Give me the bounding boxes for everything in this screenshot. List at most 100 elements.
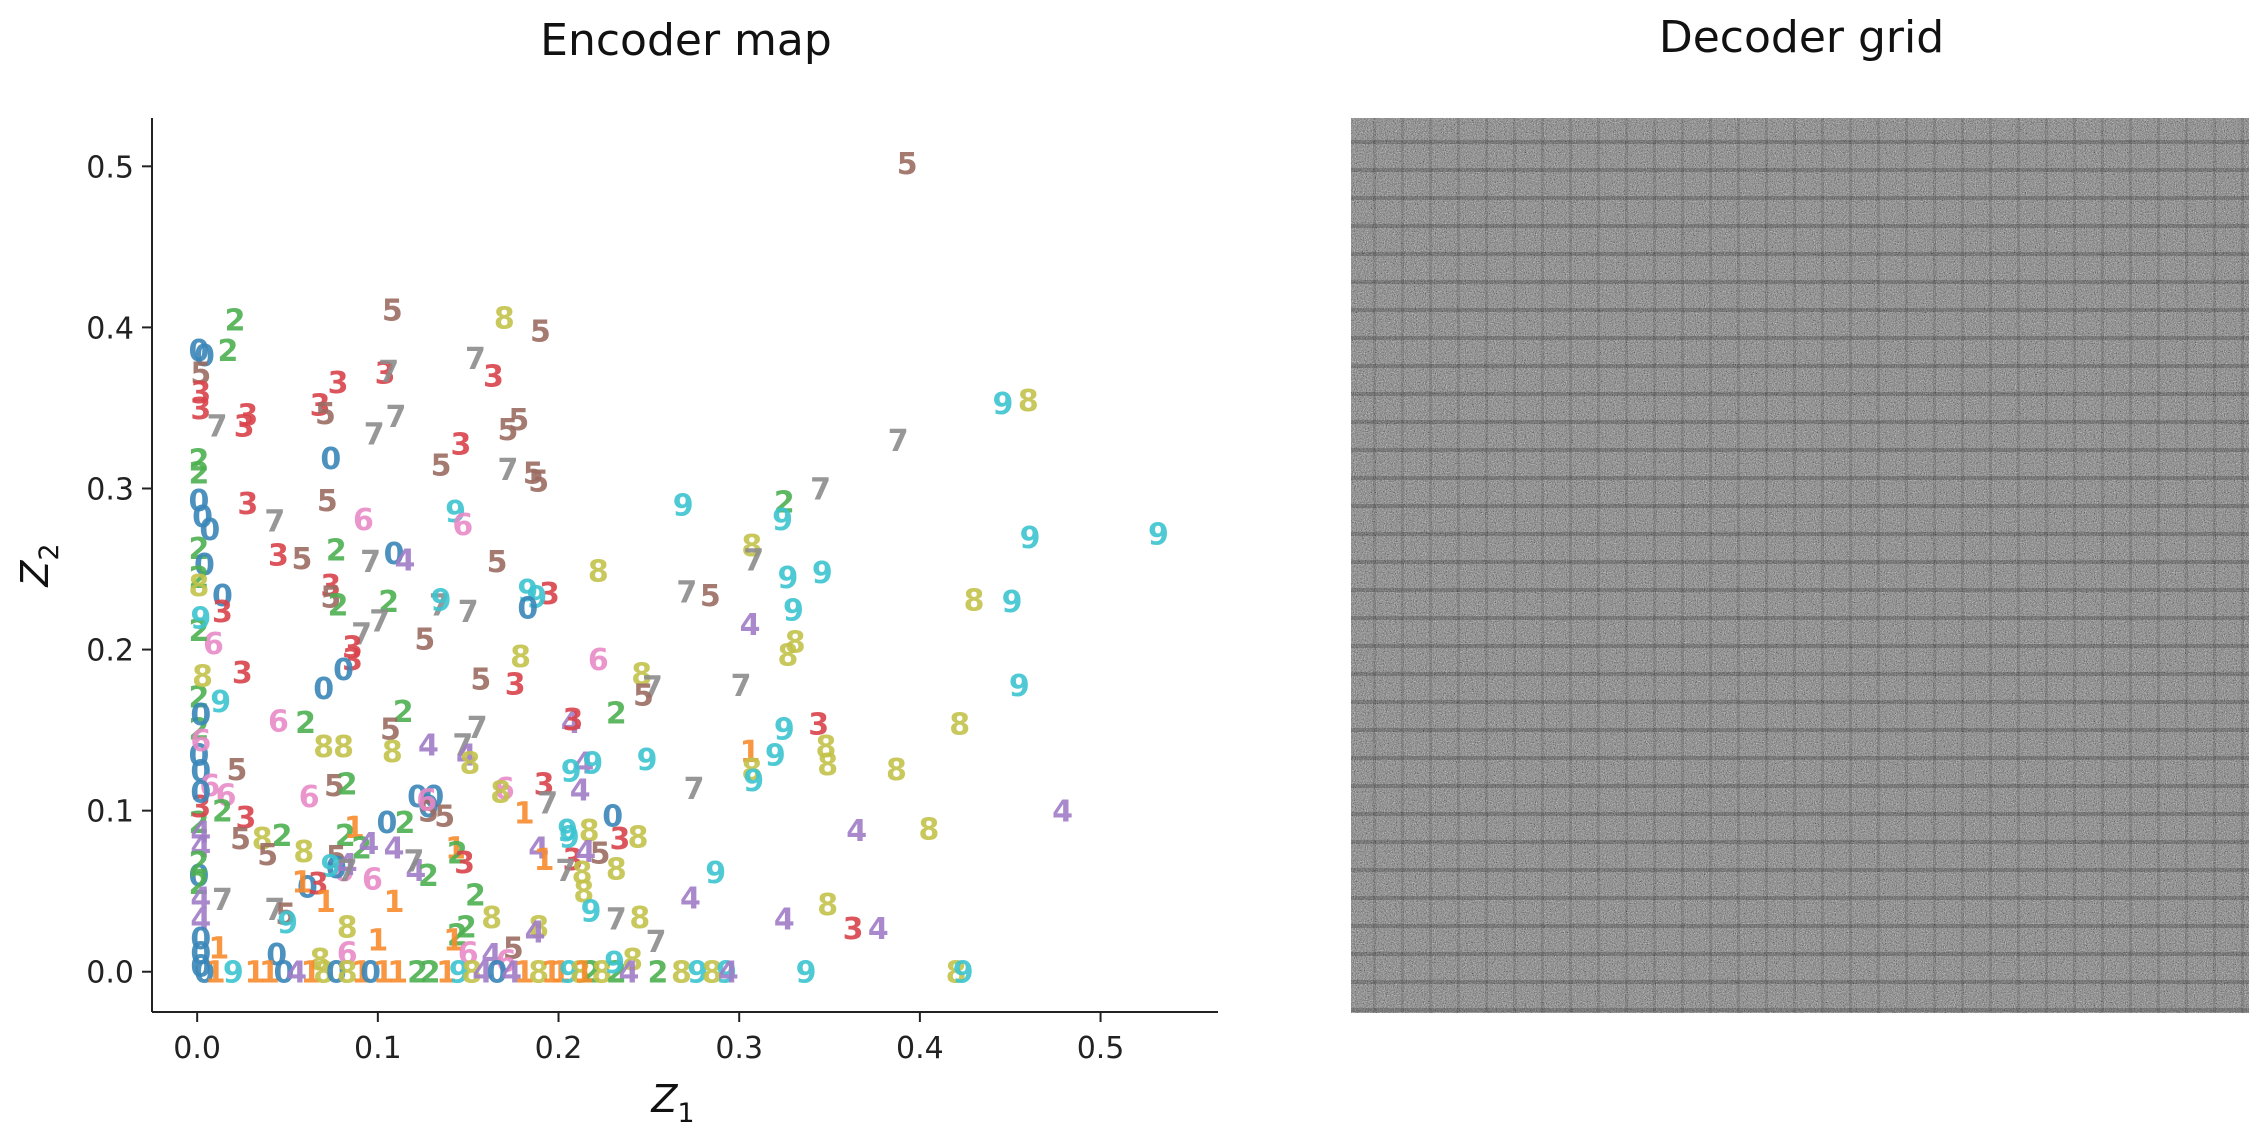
scatter-point-digit-2: 2 — [395, 806, 416, 841]
scatter-point-digit-3: 3 — [237, 487, 258, 522]
scatter-point-digit-5: 5 — [380, 712, 401, 747]
scatter-point-digit-4: 4 — [190, 882, 211, 917]
scatter-point-digit-3: 3 — [237, 398, 258, 433]
scatter-point-digit-0: 0 — [376, 806, 397, 841]
y-tick-label: 0.2 — [86, 634, 134, 669]
scatter-point-digit-4: 4 — [619, 956, 640, 991]
scatter-point-digit-0: 0 — [297, 870, 318, 905]
scatter-point-digit-4: 4 — [528, 832, 549, 867]
scatter-point-digit-6: 6 — [203, 627, 224, 662]
scatter-point-digit-2: 2 — [606, 696, 627, 731]
x-tick-label: 0.4 — [896, 1031, 944, 1066]
scatter-point-digit-8: 8 — [382, 735, 403, 770]
scatter-point-digit-1: 1 — [373, 956, 394, 991]
scatter-point-digit-4: 4 — [570, 774, 591, 809]
scatter-point-digit-4: 4 — [384, 832, 405, 867]
scatter-point-digit-0: 0 — [190, 754, 211, 789]
scatter-point-digit-0: 0 — [326, 956, 347, 991]
scatter-point-digit-7: 7 — [642, 671, 663, 706]
scatter-point-digit-9: 9 — [581, 895, 602, 930]
scatter-point-digit-2: 2 — [418, 859, 439, 894]
scatter-point-digit-1: 1 — [351, 956, 372, 991]
scatter-point-digit-5: 5 — [414, 622, 435, 657]
scatter-point-digit-3: 3 — [563, 703, 584, 738]
scatter-point-digit-2: 2 — [189, 443, 210, 478]
scatter-point-digit-5: 5 — [470, 663, 491, 698]
scatter-point-digit-2: 2 — [447, 837, 468, 872]
scatter-point-digit-0: 0 — [423, 780, 444, 815]
scatter-point-digit-9: 9 — [1009, 669, 1030, 704]
scatter-point-digit-6: 6 — [216, 779, 237, 814]
scatter-point-digit-3: 3 — [505, 667, 526, 702]
scatter-point-digit-9: 9 — [223, 956, 244, 991]
scatter-point-digit-8: 8 — [337, 911, 358, 946]
scatter-point-digit-1: 1 — [445, 832, 466, 867]
scatter-point-digit-8: 8 — [628, 820, 649, 855]
x-tick-label: 0.2 — [535, 1031, 583, 1066]
y-tick-label: 0.0 — [86, 956, 134, 991]
scatter-point-digit-5: 5 — [292, 542, 313, 577]
scatter-point-digit-2: 2 — [420, 956, 441, 991]
scatter-point-digit-6: 6 — [333, 854, 354, 889]
scatter-point-digit-9: 9 — [604, 946, 625, 981]
scatter-point-digit-1: 1 — [534, 843, 555, 878]
scatter-point-digit-0: 0 — [326, 851, 347, 886]
scatter-point-digit-4: 4 — [395, 543, 416, 578]
scatter-point-digit-4: 4 — [286, 956, 307, 991]
scatter-point-digit-1: 1 — [245, 956, 266, 991]
scatter-point-digit-1: 1 — [208, 932, 229, 967]
scatter-point-digit-2: 2 — [606, 956, 627, 991]
scatter-point-digit-7: 7 — [337, 854, 358, 889]
scatter-point-digit-8: 8 — [528, 911, 549, 946]
scatter-point-digit-7: 7 — [452, 729, 473, 764]
scatter-point-digit-4: 4 — [456, 738, 477, 773]
scatter-point-digit-7: 7 — [676, 576, 697, 611]
scatter-point-digit-3: 3 — [563, 843, 584, 878]
scatter-point-digit-8: 8 — [817, 748, 838, 783]
scatter-point-digit-8: 8 — [510, 640, 531, 675]
scatter-point-digit-8: 8 — [579, 814, 600, 849]
x-axis-label-main: Z — [650, 1077, 678, 1121]
scatter-point-digit-3: 3 — [342, 630, 363, 665]
scatter-point-digit-8: 8 — [741, 753, 762, 788]
scatter-point-digit-9: 9 — [449, 956, 470, 991]
scatter-point-digit-7: 7 — [385, 400, 406, 435]
scatter-point-digit-9: 9 — [765, 738, 786, 773]
scatter-point-digit-1: 1 — [443, 924, 464, 959]
scatter-point-digit-0: 0 — [212, 579, 233, 614]
scatter-point-digit-8: 8 — [702, 956, 723, 991]
scatter-point-digit-1: 1 — [384, 885, 405, 920]
scatter-point-digit-3: 3 — [308, 867, 329, 902]
scatter-point-digit-9: 9 — [526, 580, 547, 615]
scatter-point-digit-9: 9 — [705, 856, 726, 891]
scatter-point-digit-0: 0 — [313, 672, 334, 707]
scatter-point-digit-0: 0 — [407, 780, 428, 815]
scatter-point-digit-4: 4 — [525, 915, 546, 950]
scatter-point-digit-3: 3 — [610, 822, 631, 857]
scatter-point-digit-8: 8 — [313, 956, 334, 991]
scatter-point-digit-6: 6 — [299, 780, 320, 815]
scatter-point-digit-8: 8 — [481, 901, 502, 936]
scatter-point-digit-7: 7 — [264, 505, 285, 540]
scatter-point-digit-1: 1 — [387, 956, 408, 991]
scatter-point-digit-4: 4 — [405, 854, 426, 889]
scatter-point-digit-5: 5 — [324, 769, 345, 804]
scatter-point-digit-3: 3 — [190, 392, 211, 427]
scatter-point-digit-4: 4 — [501, 956, 522, 991]
scatter-point-digit-3: 3 — [236, 801, 257, 836]
scatter-point-digit-5: 5 — [528, 464, 549, 499]
scatter-point-digit-9: 9 — [190, 601, 211, 636]
scatter-point-digit-6: 6 — [588, 643, 609, 678]
scatter-point-digit-5: 5 — [897, 147, 918, 182]
scatter-point-digit-8: 8 — [591, 956, 612, 991]
scatter-point-digit-0: 0 — [189, 334, 210, 369]
scatter-point-digit-8: 8 — [337, 956, 358, 991]
scatter-point-digit-2: 2 — [189, 532, 210, 567]
scatter-point-digit-9: 9 — [1002, 585, 1023, 620]
scatter-point-digit-2: 2 — [189, 561, 210, 596]
encoder-x-ticks: 0.0 0.1 0.2 0.3 0.4 0.5 — [173, 1012, 1124, 1066]
scatter-point-digit-8: 8 — [313, 730, 334, 765]
scatter-point-digit-6: 6 — [199, 769, 220, 804]
scatter-point-digit-0: 0 — [189, 859, 210, 894]
scatter-point-digit-0: 0 — [487, 956, 508, 991]
